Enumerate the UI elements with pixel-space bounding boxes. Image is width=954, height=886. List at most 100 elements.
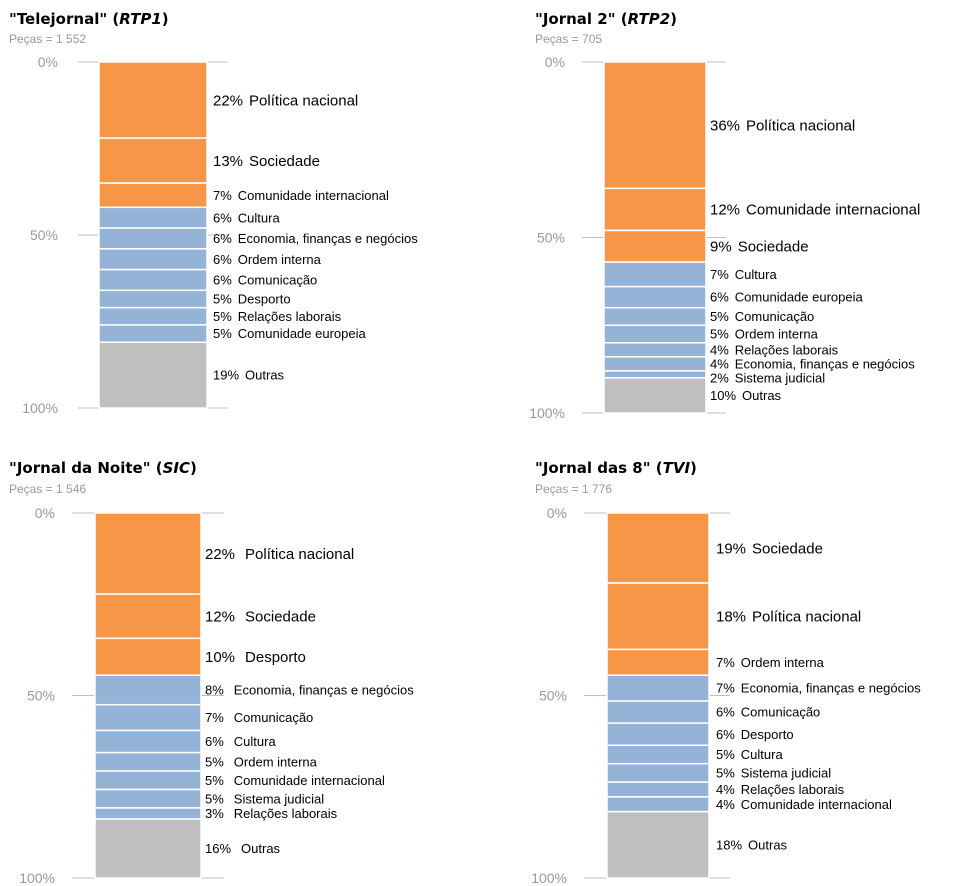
bar-segment	[606, 648, 710, 676]
data-label-percent: 18%	[716, 608, 746, 625]
data-label: 5% Comunicação	[710, 309, 814, 324]
bar-segment	[98, 227, 208, 250]
data-label-category: Cultura	[741, 747, 784, 762]
bar-segment	[94, 807, 202, 820]
y-tick-label: 0%	[38, 54, 58, 70]
data-label: 18% Política nacional	[716, 608, 861, 625]
data-label: 6% Economia, finanças e negócios	[213, 231, 418, 246]
data-label-category: Sistema judicial	[735, 370, 825, 385]
bar-segment	[603, 285, 707, 309]
data-label-category: Ordem interna	[735, 327, 819, 342]
data-label: 19% Outras	[213, 368, 285, 383]
data-label-percent: 6%	[213, 273, 232, 288]
data-label-category: Comunicação	[735, 309, 815, 324]
data-label: 3% Relações laborais	[205, 806, 338, 821]
bar-segment	[94, 703, 202, 732]
bar-segment	[94, 593, 202, 640]
data-label-percent: 5%	[213, 292, 232, 307]
bar-segment	[603, 324, 707, 344]
data-label-category: Economia, finanças e negócios	[741, 681, 921, 696]
chart-title: "Telejornal" (RTP1)	[9, 10, 169, 28]
data-label: 7% Comunidade internacional	[213, 188, 389, 203]
data-label-category: Relações laborais	[741, 782, 845, 797]
data-label-category: Sistema judicial	[741, 765, 831, 780]
data-label-category: Política nacional	[249, 92, 358, 109]
data-label: 19% Sociedade	[716, 540, 823, 557]
data-label-category: Política nacional	[752, 608, 861, 625]
data-label: 16% Outras	[205, 841, 281, 856]
bar-segment	[603, 306, 707, 327]
bar-segment	[98, 206, 208, 229]
data-label-percent: 7%	[710, 267, 729, 282]
bar-segment	[94, 788, 202, 809]
data-label: 5% Sistema judicial	[716, 765, 831, 780]
data-label-percent: 5%	[716, 765, 735, 780]
bar-segment	[94, 751, 202, 772]
data-label-category: Comunidade internacional	[238, 188, 389, 203]
data-label: 5% Sistema judicial	[205, 791, 324, 806]
data-label: 18% Outras	[716, 837, 788, 852]
data-label-percent: 22%	[205, 546, 235, 563]
data-label-percent: 7%	[716, 681, 735, 696]
data-label-percent: 6%	[213, 252, 232, 267]
bar-segment	[98, 324, 208, 344]
data-label: 36% Política nacional	[710, 117, 855, 134]
data-label: 4% Economia, finanças e negócios	[710, 356, 915, 371]
data-label-percent: 22%	[213, 92, 243, 109]
y-tick-label: 50%	[537, 230, 565, 246]
data-label-percent: 5%	[213, 326, 232, 341]
data-label-percent: 5%	[716, 747, 735, 762]
data-label-percent: 6%	[716, 727, 735, 742]
chart-subtitle: Peças = 705	[535, 32, 603, 46]
data-label: 6% Comunidade europeia	[710, 290, 863, 305]
bar-segment	[98, 248, 208, 271]
data-label: 22% Política nacional	[213, 92, 358, 109]
bar-segment	[606, 512, 710, 584]
data-label: 2% Sistema judicial	[710, 370, 825, 385]
data-label-category: Comunidade internacional	[746, 202, 920, 219]
data-label-category: Outras	[748, 837, 788, 852]
data-label-category: Outras	[241, 841, 281, 856]
data-label: 6% Ordem interna	[213, 252, 322, 267]
data-label: 5% Comunidade europeia	[213, 326, 366, 341]
bar-segment	[603, 370, 707, 379]
bar-segment	[606, 700, 710, 724]
data-label: 4% Relações laborais	[710, 342, 839, 357]
data-label-percent: 9%	[710, 239, 732, 256]
data-label-category: Cultura	[234, 734, 277, 749]
data-label-category: Ordem interna	[741, 655, 825, 670]
data-label-category: Comunidade europeia	[238, 326, 367, 341]
data-label-category: Ordem interna	[234, 754, 318, 769]
data-label-category: Sociedade	[245, 608, 316, 625]
data-label: 5% Desporto	[213, 292, 291, 307]
bar-segment	[94, 674, 202, 706]
data-label: 5% Ordem interna	[710, 327, 819, 342]
data-label-category: Sociedade	[752, 540, 823, 557]
bar-segment	[603, 261, 707, 288]
data-label: 6% Comunicação	[213, 273, 317, 288]
y-tick-label: 100%	[22, 400, 58, 416]
data-label-percent: 7%	[205, 710, 224, 725]
data-label-percent: 6%	[213, 231, 232, 246]
data-label-category: Política nacional	[245, 546, 354, 563]
data-label: 5% Cultura	[716, 747, 783, 762]
data-label-percent: 19%	[716, 540, 746, 557]
bar-segment	[606, 796, 710, 813]
data-label-category: Desporto	[741, 727, 794, 742]
data-label-percent: 4%	[716, 797, 735, 812]
data-label-category: Comunidade europeia	[735, 290, 864, 305]
bar-segment	[606, 674, 710, 702]
data-label-percent: 7%	[213, 188, 232, 203]
data-label-percent: 16%	[205, 841, 231, 856]
bar-segment	[606, 781, 710, 798]
data-label-percent: 6%	[213, 210, 232, 225]
data-label: 22% Política nacional	[205, 546, 354, 563]
data-label-percent: 12%	[205, 608, 235, 625]
data-label: 13% Sociedade	[213, 153, 320, 170]
data-label: 6% Desporto	[716, 727, 794, 742]
data-label: 5% Relações laborais	[213, 309, 342, 324]
y-tick-label: 100%	[531, 870, 567, 886]
bar-segment	[606, 810, 710, 879]
data-label: 7% Economia, finanças e negócios	[716, 681, 921, 696]
